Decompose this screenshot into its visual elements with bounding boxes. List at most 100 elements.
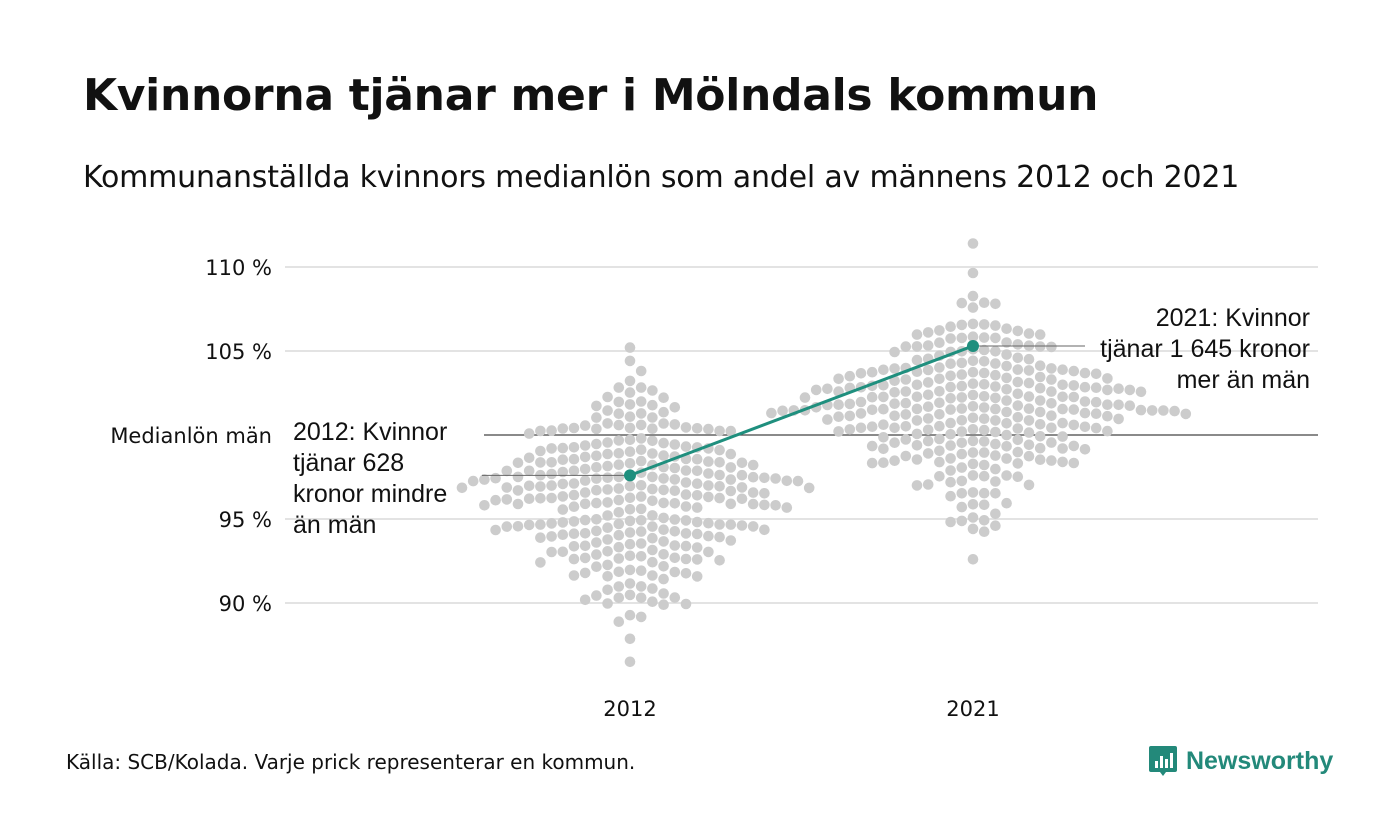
data-dot: [759, 524, 770, 536]
data-dot: [1046, 398, 1057, 409]
data-dot: [512, 521, 524, 532]
data-dot: [602, 546, 613, 557]
data-dot: [635, 515, 647, 526]
data-dot: [613, 541, 625, 553]
data-dot: [967, 424, 979, 435]
data-dot: [591, 484, 602, 496]
data-dot: [647, 495, 658, 507]
data-dot: [658, 524, 669, 535]
data-dot: [1090, 408, 1102, 420]
beeswarm-chart: 90 % 95 % 105 % 110 % Medianlön män 2012 202…: [110, 238, 1318, 721]
data-dot: [956, 515, 968, 527]
data-dot: [855, 396, 867, 408]
data-dot: [1023, 391, 1035, 402]
data-dot: [703, 530, 714, 542]
data-dot: [990, 298, 1001, 310]
data-dot: [878, 419, 889, 431]
data-dot: [568, 453, 580, 465]
data-dot: [647, 521, 658, 532]
data-dot: [945, 465, 956, 476]
data-dot: [579, 567, 591, 579]
data-dot: [602, 598, 613, 609]
data-dot: [647, 532, 658, 544]
data-dot: [725, 519, 737, 530]
data-dot: [647, 596, 658, 607]
data-dot: [922, 364, 934, 376]
data-dot: [680, 501, 692, 512]
reference-line-label: Medianlön män: [110, 424, 272, 448]
data-dot: [579, 475, 591, 486]
data-dot: [635, 503, 647, 515]
data-dot: [1146, 405, 1158, 416]
newsworthy-brand[interactable]: Newsworthy: [1148, 744, 1333, 778]
data-dot: [602, 534, 613, 545]
data-dot: [1068, 380, 1080, 391]
data-dot: [568, 553, 580, 565]
data-dot: [866, 421, 878, 433]
data-dot: [669, 540, 681, 551]
annotation-line: 2012: Kvinnor: [293, 418, 447, 446]
data-dot: [1113, 413, 1124, 425]
data-dot: [658, 418, 669, 429]
data-dot: [658, 437, 669, 449]
data-dot: [635, 365, 647, 377]
data-dot: [990, 520, 1001, 531]
data-dot: [1057, 417, 1068, 429]
data-dot: [759, 488, 770, 499]
chart-subtitle: Kommunanställda kvinnors medianlön som a…: [83, 160, 1240, 195]
data-dot: [1124, 400, 1136, 412]
data-dot: [990, 346, 1001, 357]
data-dot: [978, 447, 990, 458]
data-dot: [557, 546, 569, 558]
data-dot: [624, 633, 636, 645]
data-dot: [1068, 419, 1080, 431]
data-dot: [714, 492, 725, 504]
data-dot: [990, 463, 1001, 475]
data-dot: [922, 424, 934, 436]
data-dot: [1079, 444, 1091, 455]
data-dot: [978, 499, 990, 511]
data-dot: [1102, 425, 1113, 437]
data-dot: [855, 368, 867, 379]
data-dot: [658, 473, 669, 484]
data-dot: [557, 442, 569, 454]
data-dot: [602, 405, 613, 416]
data-dot: [624, 458, 636, 469]
data-dot: [1057, 391, 1068, 403]
y-tick-label: 90 %: [219, 592, 272, 616]
data-dot: [591, 423, 602, 435]
data-dot: [691, 542, 703, 553]
data-dot: [945, 476, 956, 488]
data-dot: [900, 409, 912, 420]
data-dot: [1023, 353, 1035, 365]
data-dot: [945, 417, 956, 429]
data-dot: [647, 583, 658, 594]
data-dot: [1057, 379, 1068, 391]
data-dot: [736, 493, 748, 505]
data-dot: [911, 341, 923, 352]
data-dot: [456, 482, 468, 494]
data-dot: [1012, 364, 1024, 375]
data-dot: [490, 524, 501, 536]
data-dot: [1023, 479, 1035, 491]
data-dot: [557, 423, 569, 434]
y-tick-label: 95 %: [219, 508, 272, 532]
data-dot: [956, 369, 968, 380]
data-dot: [512, 471, 524, 483]
data-dot: [703, 491, 714, 503]
data-dot: [934, 445, 945, 457]
data-dot: [1001, 360, 1012, 372]
data-dot: [658, 599, 669, 610]
data-dot: [781, 475, 793, 487]
data-dot: [922, 377, 934, 388]
data-dot: [568, 478, 580, 489]
data-dot: [624, 480, 636, 492]
data-dot: [844, 370, 856, 382]
newsworthy-logo-icon: [1149, 746, 1177, 776]
data-dot: [967, 447, 979, 458]
data-dot: [911, 480, 923, 491]
data-dot: [922, 340, 934, 351]
data-dot: [833, 399, 844, 411]
data-dot: [736, 520, 748, 531]
data-dot: [535, 557, 546, 568]
